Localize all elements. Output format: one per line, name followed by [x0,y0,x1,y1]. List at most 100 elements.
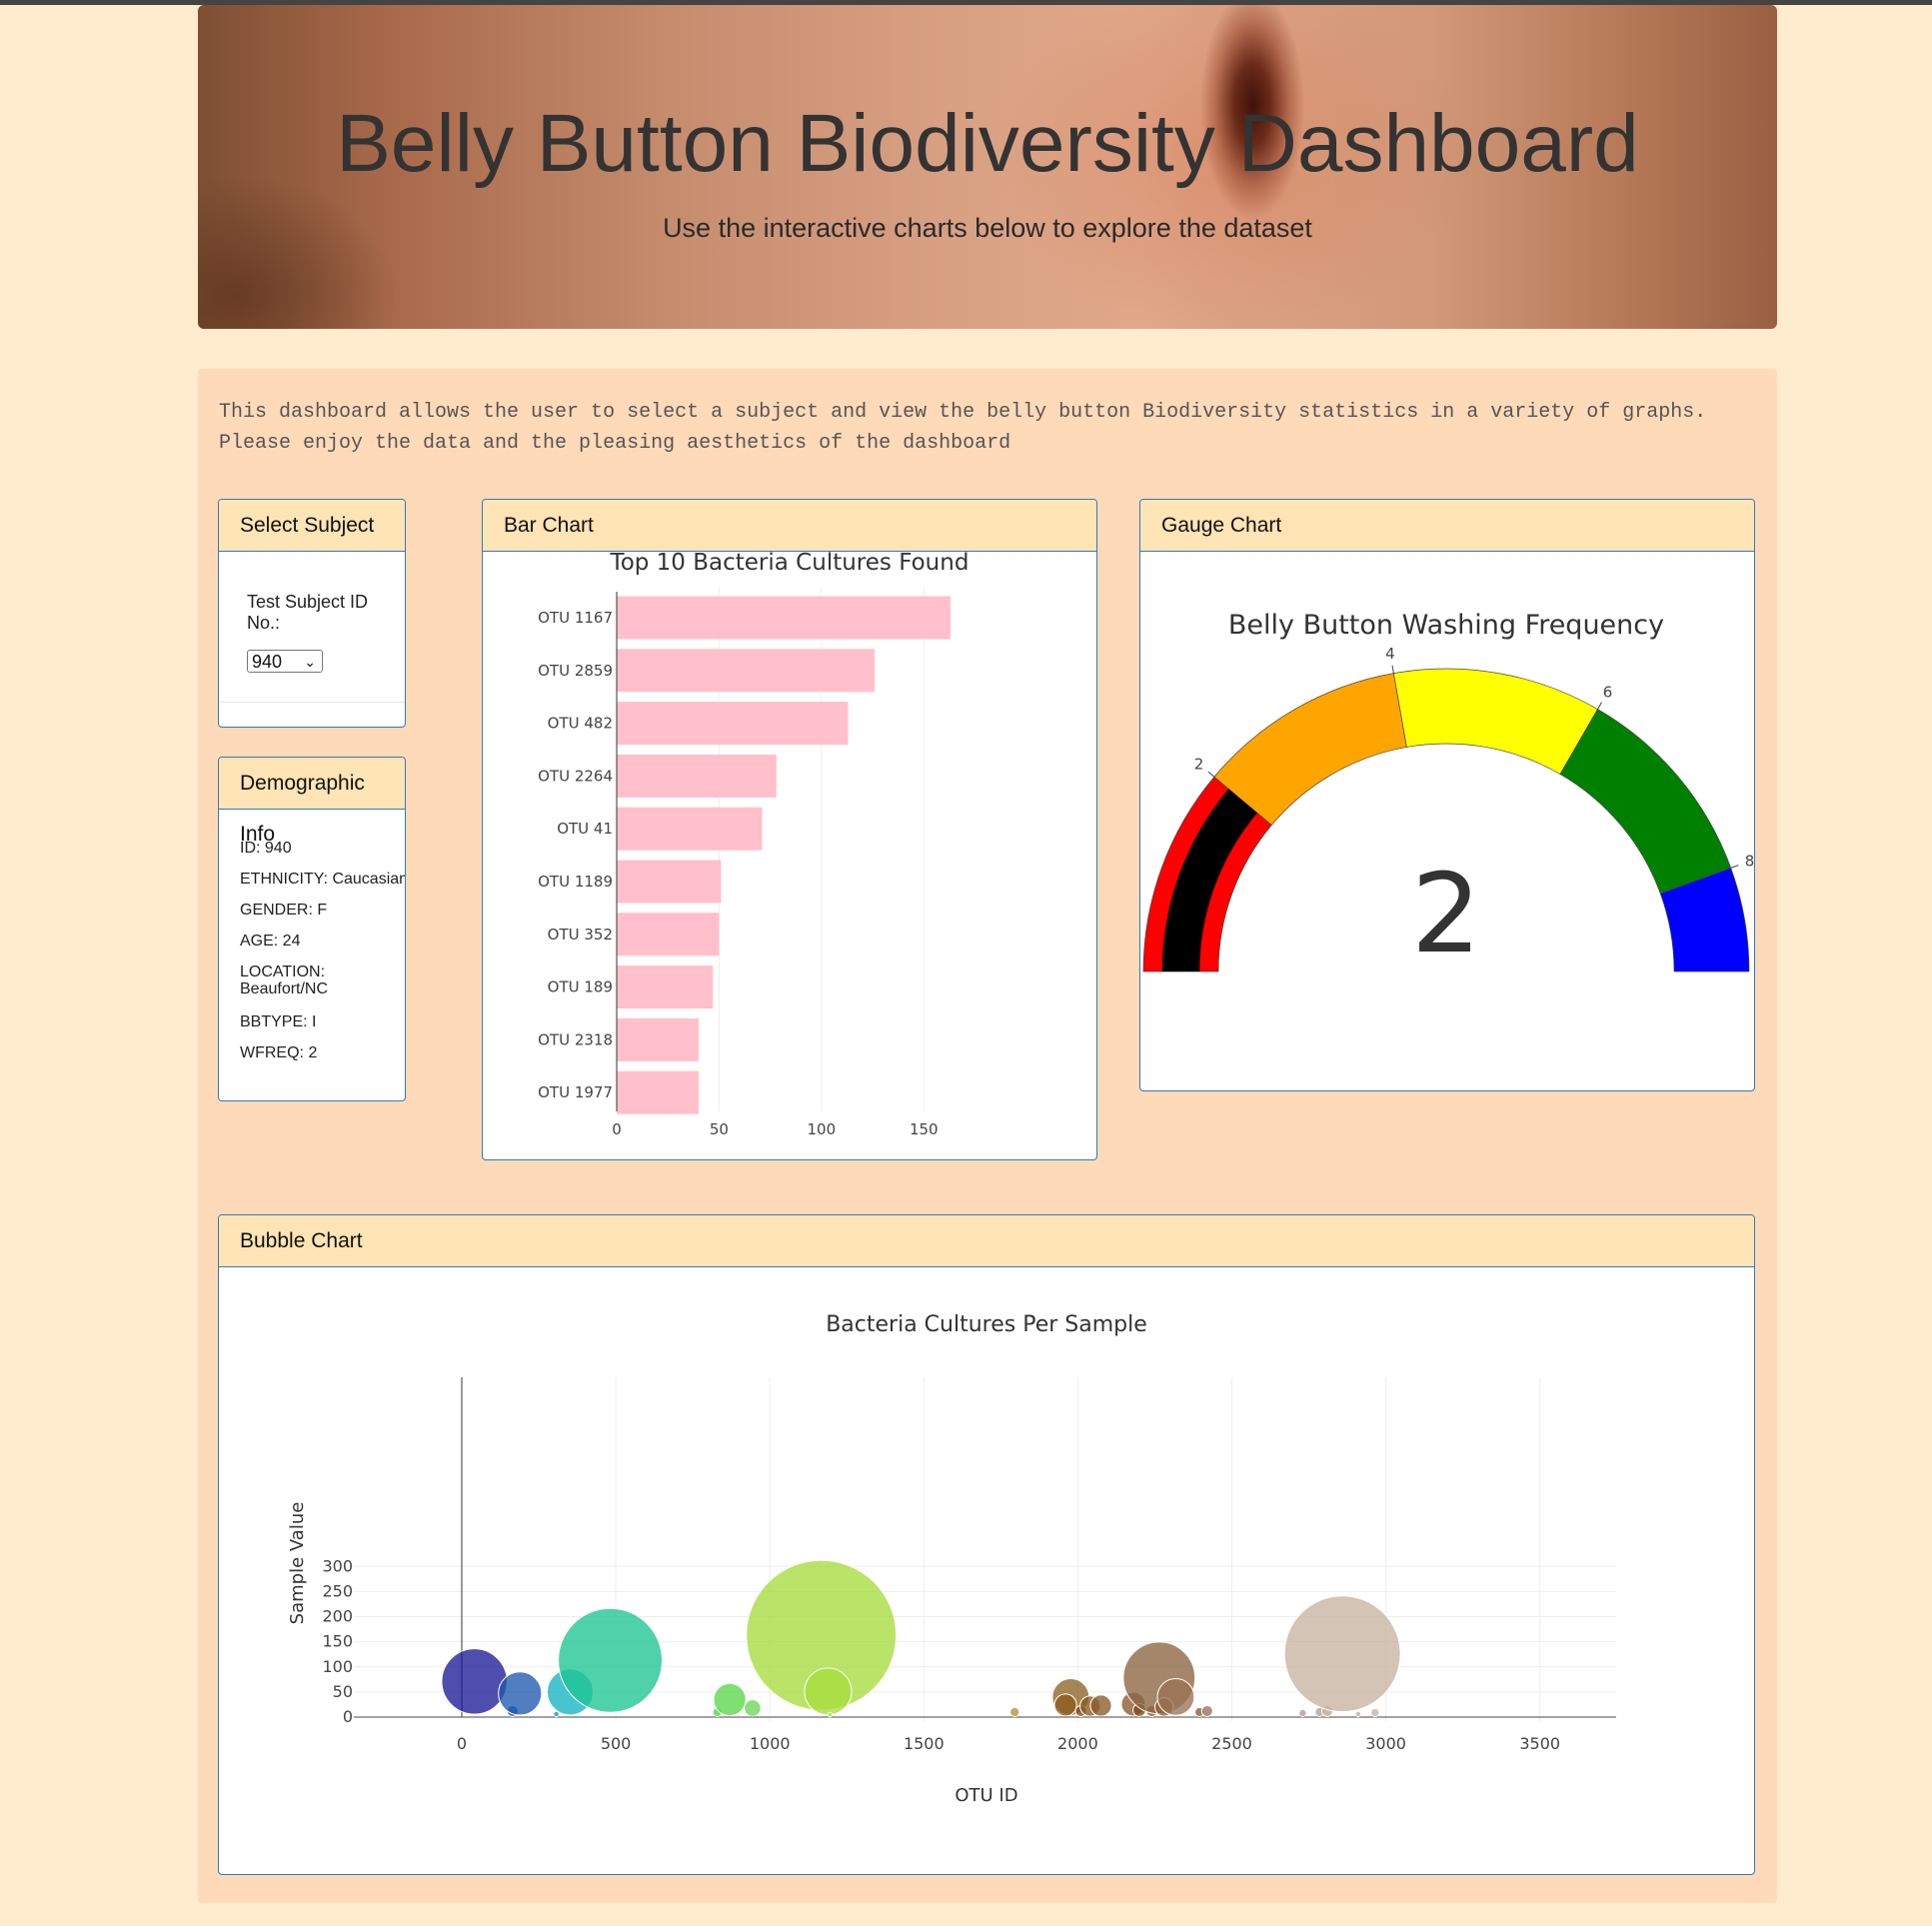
bubble-x-tick-label: 3000 [1365,1734,1406,1753]
demo-gender: GENDER: F [240,902,328,919]
intro-text: This dashboard allows the user to select… [219,401,1707,455]
bubble-point [1354,1710,1362,1718]
gauge-tick [1597,702,1602,710]
gauge-chart-panel: Gauge Chart Belly Button Washing Frequen… [1139,499,1755,1091]
bubble-point [1298,1708,1307,1718]
gauge-tick [1730,865,1739,869]
bar-otu-2318 [617,1017,699,1061]
bubble-point [1156,1678,1195,1716]
bubble-x-tick-label: 1500 [904,1734,945,1753]
bar-otu-1189 [617,860,722,904]
subject-id-label: Test Subject ID No.: [247,592,369,633]
bar-otu-1977 [617,1070,699,1114]
bar-otu-1167 [617,596,951,640]
bubble-point [558,1607,664,1713]
gauge-band [1659,867,1750,972]
bubble-point [1283,1595,1401,1713]
gauge-value-bar [1161,789,1257,971]
bubble-point [1200,1704,1213,1717]
bar-otu-2859 [617,649,876,693]
page-title: Belly Button Biodiversity Dashboard [336,98,1639,189]
bubble-point [827,1711,834,1718]
gauge-chart[interactable]: Belly Button Washing Frequency 2 4 6 8 2 [1140,552,1754,1088]
gauge-tick [1207,771,1215,778]
demo-bbtype: BBTYPE: I [240,1013,317,1030]
bubble-point [553,1710,560,1718]
bubble-x-tick-label: 2500 [1211,1734,1252,1753]
bar-otu-189 [617,965,714,1009]
bar-y-tick-label: OTU 189 [548,978,613,996]
bubble-y-tick-label: 50 [333,1682,353,1701]
bar-chart[interactable]: Top 10 Bacteria Cultures Found 0 50 100 150 O… [483,552,1096,1157]
bubble-point [1370,1707,1380,1718]
browser-top-bar [0,0,1932,5]
gauge-tick-label: 8 [1745,853,1754,871]
gauge-band [1559,709,1732,895]
bar-y-tick-label: OTU 2859 [538,662,613,680]
bubble-x-tick-label: 500 [601,1734,632,1753]
bubble-chart-title: Bacteria Cultures Per Sample [826,1312,1147,1337]
bubble-y-tick-label: 0 [343,1707,353,1726]
select-subject-heading: Select Subject [219,500,405,552]
bubble-y-tick-label: 250 [322,1581,353,1600]
bubble-x-axis-label: OTU ID [955,1785,1017,1806]
gauge-tick-label: 6 [1603,683,1613,701]
bar-y-tick-label: OTU 482 [548,715,613,733]
bubble-chart-heading: Bubble Chart [219,1215,1754,1267]
gauge-tick [1391,665,1394,674]
bar-y-tick-label: OTU 2264 [538,767,613,785]
bar-y-tick-label: OTU 1189 [538,873,613,891]
bubble-point [1009,1706,1020,1718]
gauge-tick-label: 2 [1194,755,1204,773]
bubble-point [1053,1693,1077,1717]
bar-chart-panel: Bar Chart Top 10 Bacteria Cultures Found… [482,499,1097,1160]
bubble-chart-panel: Bubble Chart Bacteria Cultures Per Sampl… [218,1214,1755,1875]
bubble-y-tick-label: 150 [322,1632,353,1651]
bubble-y-tick-label: 100 [322,1657,353,1676]
bubble-point [804,1667,853,1716]
subject-id-selected-value: 940 [252,652,283,672]
gauge-tick-label: 4 [1385,645,1395,663]
gauge-chart-heading: Gauge Chart [1140,500,1754,552]
bar-x-tick-label: 50 [710,1120,729,1138]
bar-y-tick-label: OTU 2318 [538,1030,613,1048]
gauge-title: Belly Button Washing Frequency [1228,610,1664,641]
demo-wfreq: WFREQ: 2 [240,1044,318,1061]
subject-id-select[interactable]: 940 ⌄ [247,650,323,673]
bar-y-tick-label: OTU 1167 [538,609,613,627]
bar-y-tick-label: OTU 352 [548,926,613,944]
chevron-down-icon: ⌄ [304,654,316,670]
gauge-band [1392,668,1598,776]
bar-otu-482 [617,702,849,746]
demographic-info-heading: Demographic Info [219,758,405,846]
demo-ethnicity: ETHNICITY: Caucasian [240,871,406,888]
bubble-point [744,1699,762,1717]
bubble-y-axis-label: Sample Value [287,1502,308,1625]
bubble-point [1089,1694,1112,1717]
demo-id: ID: 940 [240,840,292,857]
demo-age: AGE: 24 [240,933,301,950]
bubble-y-tick-label: 300 [322,1556,353,1575]
bubble-x-tick-label: 0 [457,1734,467,1753]
bar-otu-41 [617,807,763,851]
bubble-y-tick-label: 200 [322,1607,353,1626]
dashboard-container: This dashboard allows the user to select… [198,369,1777,1903]
bar-y-tick-label: OTU 1977 [538,1083,613,1101]
bar-otu-2264 [617,754,777,798]
demographic-info-panel: Demographic Info ID: 940 ETHNICITY: Cauc… [218,757,406,1101]
bubble-x-tick-label: 2000 [1057,1734,1098,1753]
bubble-chart[interactable]: Bacteria Cultures Per Sample 0 50 100 150 200… [219,1267,1754,1872]
bar-x-tick-label: 0 [612,1120,622,1138]
bar-x-tick-label: 100 [808,1120,837,1138]
bar-otu-352 [617,913,720,957]
bubble-point [441,1648,508,1715]
gauge-value: 2 [1411,850,1481,977]
bar-chart-title: Top 10 Bacteria Cultures Found [610,552,969,576]
page-subtitle: Use the interactive charts below to expl… [663,213,1312,243]
bar-chart-heading: Bar Chart [483,500,1096,552]
bubble-point [498,1671,543,1716]
select-subject-body: Test Subject ID No.: 940 ⌄ [219,552,405,703]
demo-location: LOCATION: Beaufort/NC [240,963,329,997]
bar-x-tick-label: 150 [910,1120,939,1138]
bubble-point [713,1682,747,1717]
